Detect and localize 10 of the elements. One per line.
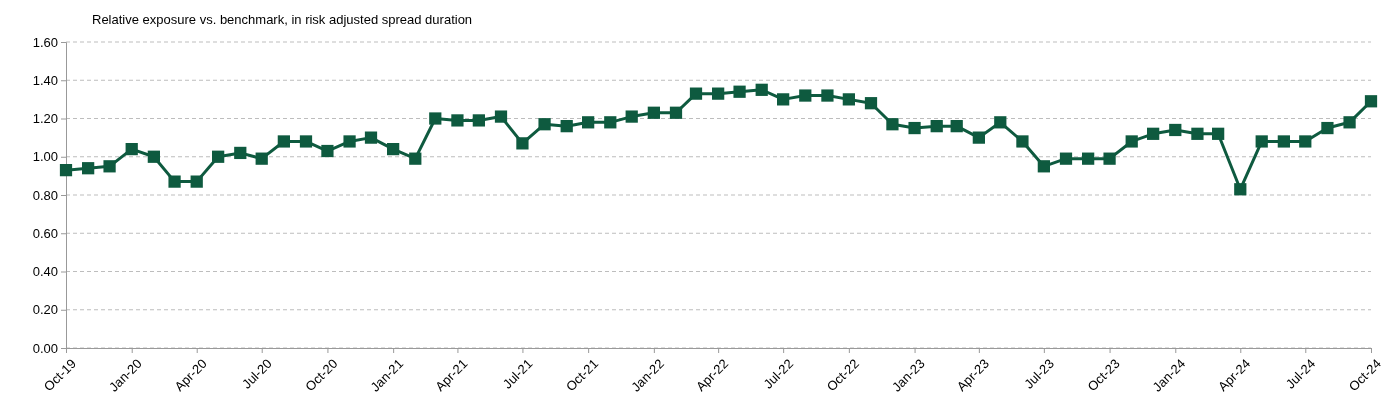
y-tick-label: 0.60 bbox=[32, 225, 58, 241]
chart-title: Relative exposure vs. benchmark, in risk adjusted spread duration bbox=[92, 12, 473, 27]
y-tick-label: 1.40 bbox=[32, 72, 58, 88]
y-tick-label: 1.20 bbox=[32, 111, 58, 127]
y-tick-label: 0.20 bbox=[32, 302, 58, 318]
y-tick-label: 0.00 bbox=[32, 340, 58, 356]
y-tick-label: 1.60 bbox=[32, 34, 58, 50]
y-tick-label: 0.40 bbox=[32, 264, 58, 280]
y-tick-label: 1.00 bbox=[32, 149, 58, 165]
y-tick-label: 0.80 bbox=[32, 187, 58, 203]
